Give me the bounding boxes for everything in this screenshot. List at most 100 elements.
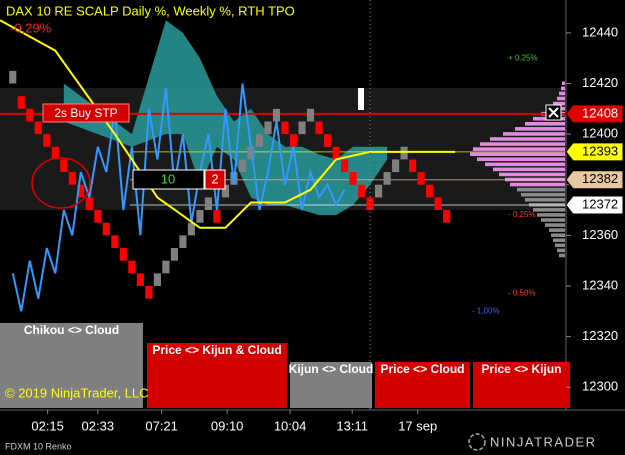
profile-bar [473,147,565,151]
renko-brick [196,210,204,223]
renko-brick [170,248,178,261]
logo-text: NINJATRADER [490,434,597,449]
x-tick-label: 17 sep [398,418,437,433]
y-tick-label: 12300 [582,379,618,394]
renko-brick [409,159,417,173]
renko-brick [17,96,25,109]
signal-label: Chikou <> Cloud [24,323,119,337]
profile-bar [533,208,565,212]
buy-button-box[interactable] [42,103,130,123]
pct-level-label: + 0.25% [508,53,538,62]
profile-bar [515,127,565,131]
quantity-box[interactable] [132,169,205,190]
profile-bar [490,137,565,141]
marker-bar [358,88,364,110]
x-tick-label: 02:33 [82,418,115,433]
price-marker [565,170,624,190]
renko-brick [60,159,68,173]
y-tick-label: 12440 [582,24,618,39]
profile-bar [499,172,565,177]
renko-brick [77,184,85,198]
profile-bar [485,162,565,167]
renko-brick [417,172,425,185]
renko-brick [443,210,451,223]
renko-brick [238,159,247,173]
renko-brick [145,285,153,299]
profile-bar [555,243,565,248]
x-tick-label: 13:11 [336,418,368,433]
y-tick-label: 12400 [582,126,618,141]
profile-bar [559,91,565,96]
signal-panels: Chikou <> Cloud Price <> Kijun & Cloud Kij… [0,323,570,408]
renko-brick [187,222,195,236]
buy-button[interactable]: 2s Buy STP [42,103,130,123]
profile-bar [553,238,565,243]
close-button[interactable] [545,104,562,121]
profile-bar [562,81,565,86]
profile-bar [510,182,565,187]
renko-brick [94,210,102,223]
signal-label: Price <> Kijun & Cloud [152,343,281,357]
renko-brick [298,121,306,135]
renko-brick [392,159,400,173]
renko-brick [153,273,161,286]
profile-bar [541,218,565,222]
profile-bar [545,223,565,227]
count-box[interactable] [204,169,226,190]
logo: NINJATRADER [468,433,597,451]
buy-button-label[interactable]: 2s Buy STP [54,106,117,120]
change-label: -0,29% [10,20,52,35]
renko-brick [136,273,144,286]
renko-brick [375,184,383,198]
price-marker-label: 12372 [582,196,618,211]
x-tick-label: 02:15 [31,418,64,433]
logo-icon [468,433,486,451]
renko-brick [128,260,136,274]
renko-brick [221,184,230,198]
quantity[interactable]: 10 [161,171,175,186]
price-marker [565,195,624,215]
renko-brick [51,146,59,160]
order-ticket[interactable]: 10 2 [132,169,226,190]
overlay: + 0.25% - 0.25% - 0.50% - 1,00% [472,53,538,315]
instrument: FDXM 10 Renko [5,441,72,451]
renko-brick [179,235,187,249]
renko-brick [340,159,349,173]
renko-brick [357,184,366,198]
renko-brick [332,146,340,160]
renko-brick [289,134,298,147]
pct-level-label: - 0.25% [508,210,536,219]
profile-bar [553,101,565,106]
profile-bar [561,86,565,91]
renko-brick [9,70,17,84]
renko-brick [306,108,315,122]
copyright: © 2019 NinjaTrader, LLC [5,385,149,400]
renko-brick [349,172,357,185]
pct-level-label: - 0.50% [508,289,536,298]
profile-bar [557,96,565,101]
renko-brick [426,184,434,198]
count[interactable]: 2 [211,171,218,186]
price-marker-label: 12393 [582,143,618,158]
renko-brick [85,197,93,211]
y-tick-label: 12320 [582,328,618,343]
renko-brick [434,197,442,211]
profile-bar [525,122,565,126]
price-marker [565,104,624,124]
renko-brick [43,134,51,147]
close-icon[interactable] [548,107,559,118]
profile-bar [537,213,565,217]
price-marker-label: 12408 [582,105,618,120]
renko-brick [111,235,119,249]
y-tick-label: 12360 [582,227,618,242]
profile-bar [493,167,565,172]
x-tick-label: 09:10 [211,418,244,433]
highlight-circle [31,157,91,209]
profile-bar [521,192,565,197]
y-tick-label: 12420 [582,75,618,90]
signal-panel [375,362,470,408]
renko-brick [272,108,281,122]
renko-brick [323,134,332,147]
signal-panel [290,362,372,408]
renko-brick [204,197,213,211]
